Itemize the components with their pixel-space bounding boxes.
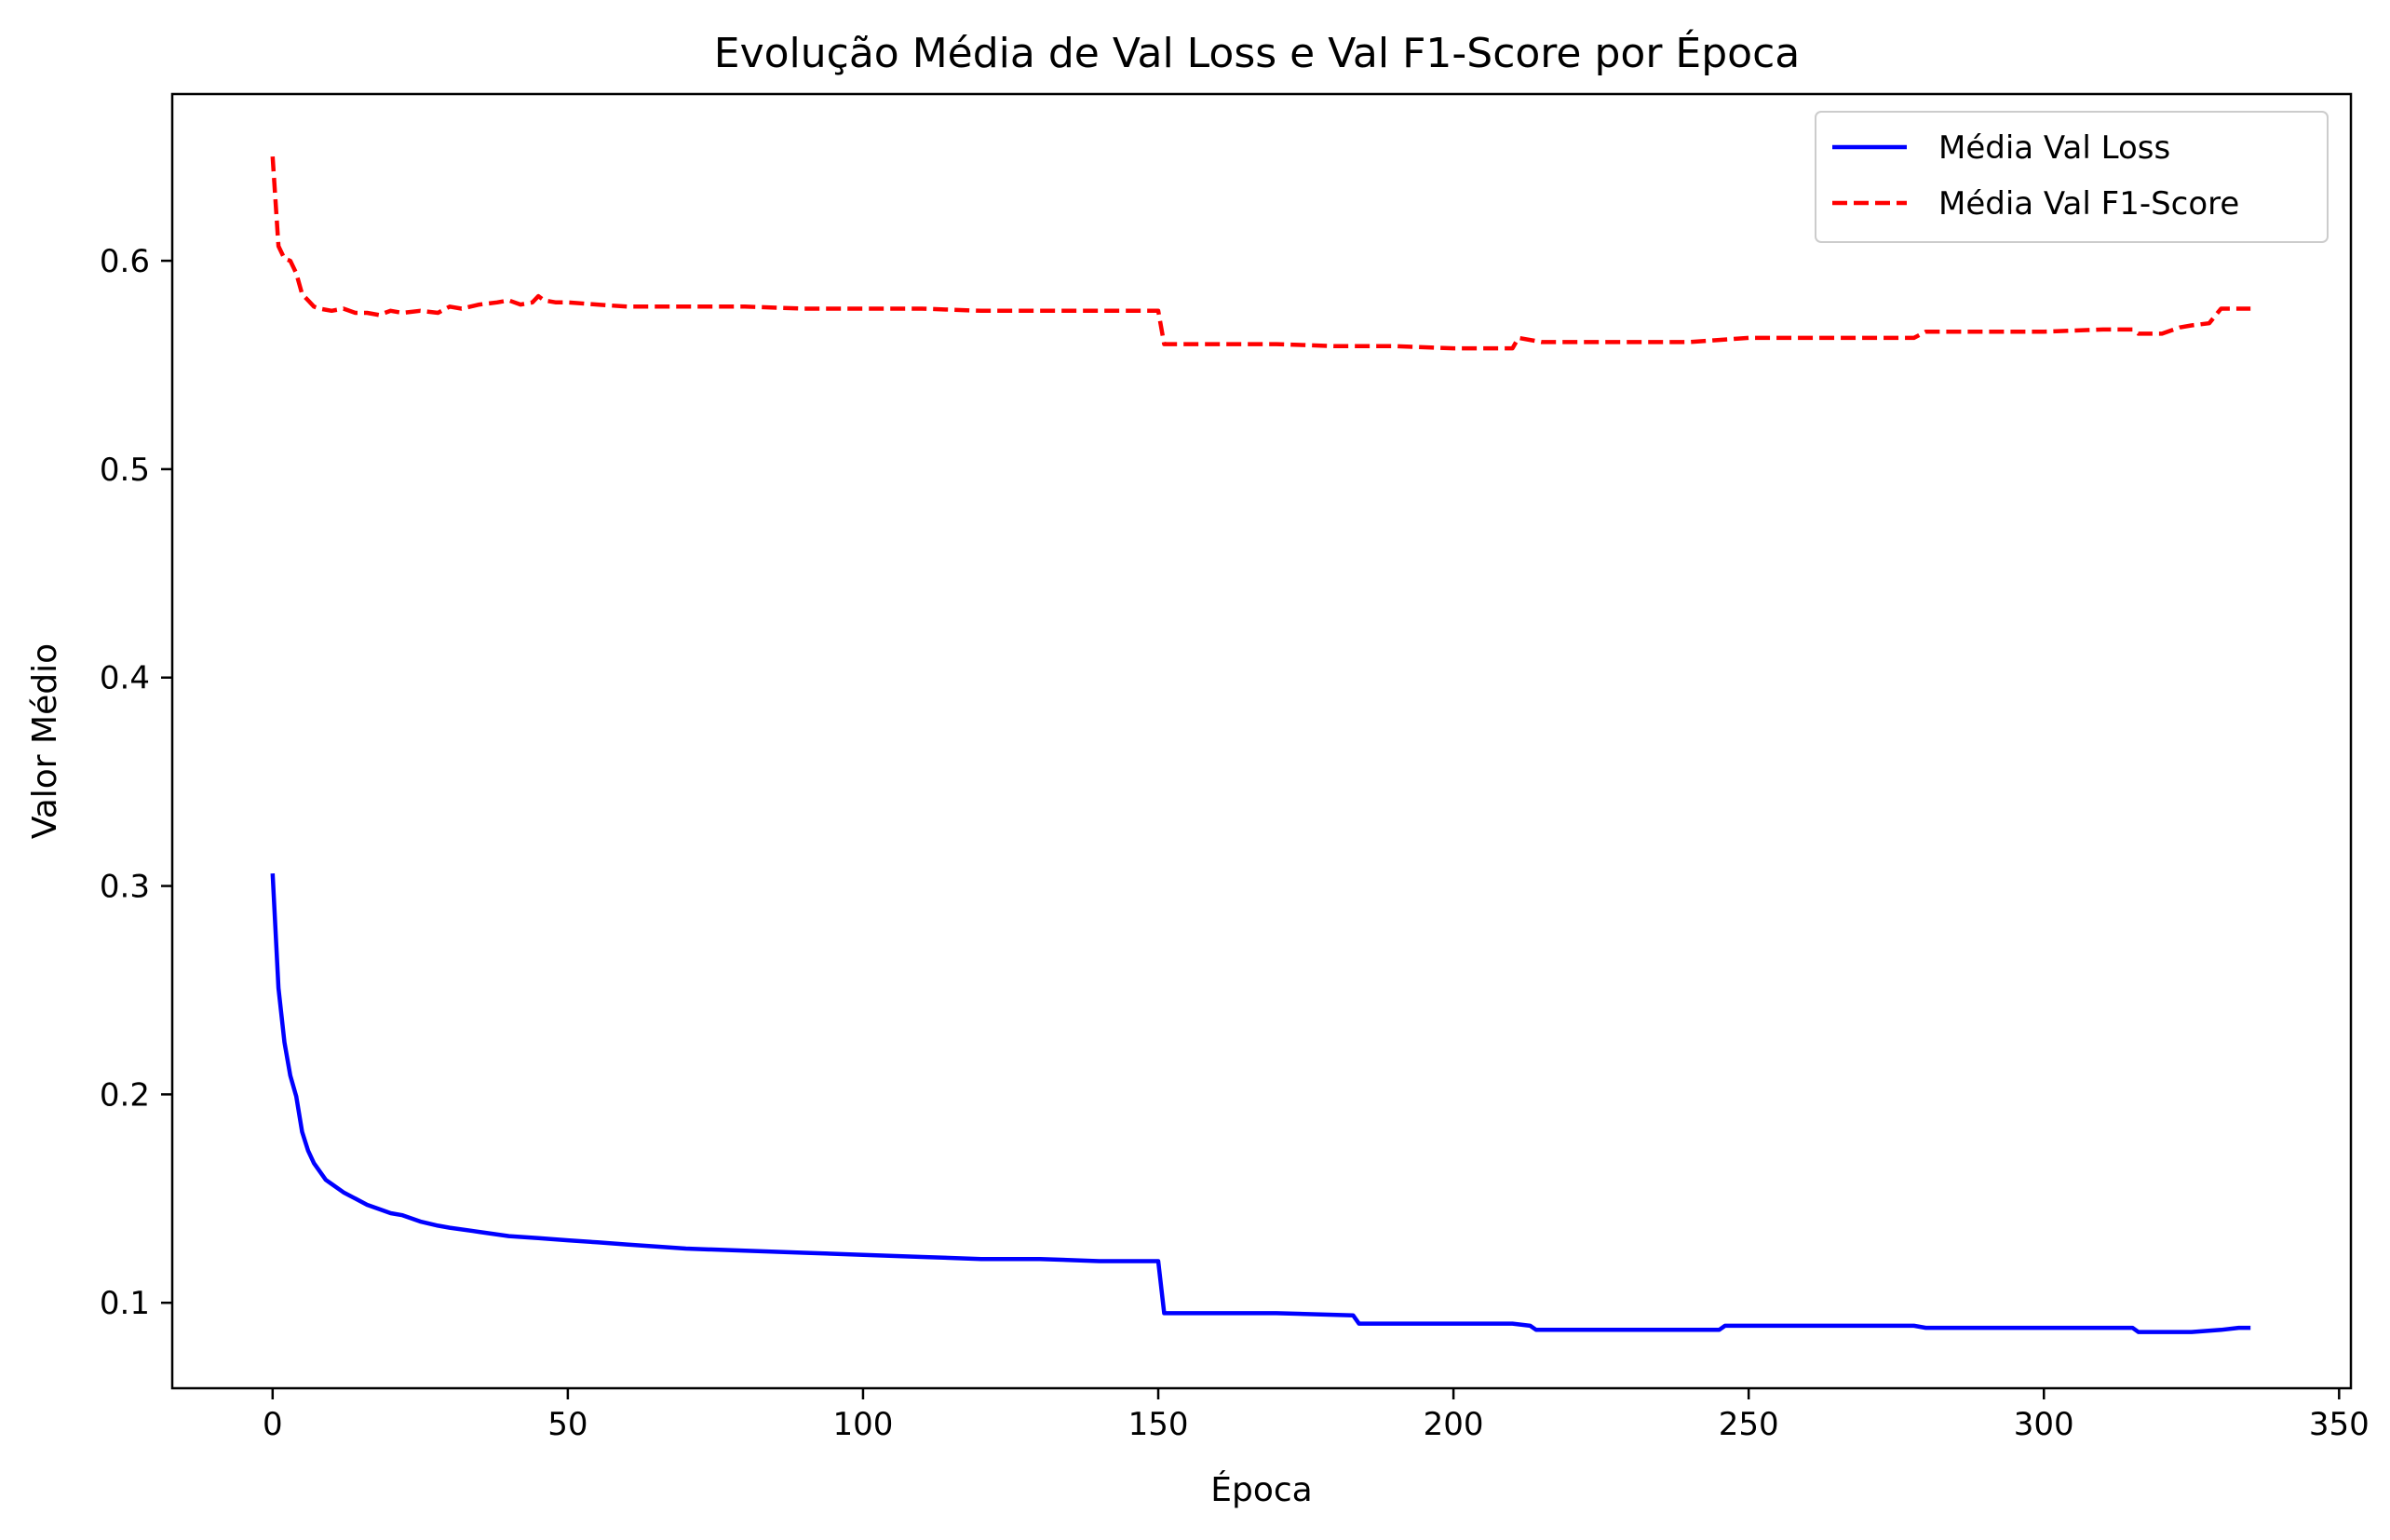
x-axis-label: Época: [1210, 1470, 1312, 1509]
y-tick-label: 0.6: [100, 243, 150, 280]
plot-area: [270, 155, 2251, 1334]
legend-label-val-f1-score: Média Val F1-Score: [1938, 185, 2239, 223]
y-tick-label: 0.5: [100, 452, 150, 489]
x-tick-label: 100: [832, 1406, 893, 1443]
y-tick-label: 0.1: [100, 1285, 150, 1322]
x-tick-label: 200: [1424, 1406, 1484, 1443]
y-tick-label: 0.3: [100, 869, 150, 906]
x-tick-label: 0: [263, 1406, 283, 1443]
y-tick-label: 0.4: [100, 660, 150, 697]
x-tick-label: 150: [1128, 1406, 1189, 1443]
legend-label-val-loss: Média Val Loss: [1938, 129, 2170, 167]
y-tick-label: 0.2: [100, 1076, 150, 1114]
y-axis-label: Valor Médio: [26, 643, 64, 839]
x-tick-label: 350: [2309, 1406, 2370, 1443]
legend: Média Val Loss Média Val F1-Score: [1815, 111, 2329, 243]
x-axis: 0 50 100 150 200 250 300 350: [263, 1388, 2370, 1443]
val-loss-series-line: [270, 872, 2251, 1334]
x-tick-label: 250: [1719, 1406, 1779, 1443]
legend-box: [1815, 111, 2329, 243]
y-axis: 0.1 0.2 0.3 0.4 0.5 0.6: [100, 243, 172, 1322]
plot-frame: [170, 92, 2353, 1390]
chart-title: Evolução Média de Val Loss e Val F1-Scor…: [714, 28, 1800, 77]
x-tick-label: 300: [2014, 1406, 2074, 1443]
x-tick-label: 50: [547, 1406, 587, 1443]
